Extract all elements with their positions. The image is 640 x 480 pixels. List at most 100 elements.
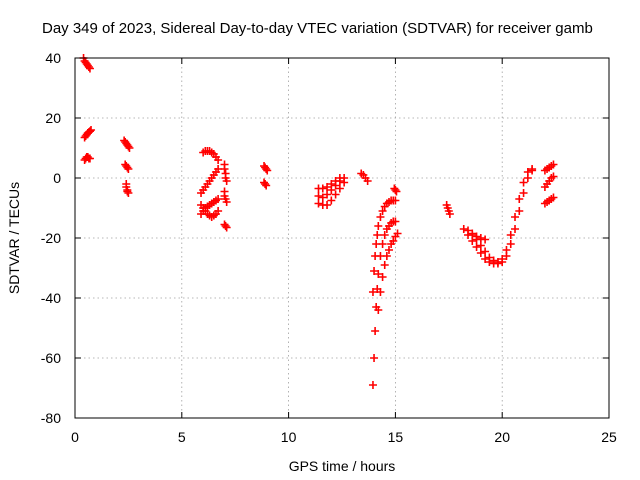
data-point [314,199,323,208]
data-point [481,235,490,244]
data-point [327,186,336,194]
data-point [327,196,336,205]
data-point [380,261,389,269]
data-point [476,241,485,250]
data-point [464,226,473,235]
data-point [85,127,94,136]
y-axis-tick-labels: -80 -60 -40 -20 0 20 40 [41,50,61,426]
data-point [498,255,507,263]
data-point [371,327,380,335]
data-point [511,225,520,233]
series-arc-6e [390,184,401,196]
data-point [323,201,332,209]
data-point [523,168,532,176]
data-point [335,184,344,193]
series-arc-7c [464,165,537,266]
data-point [123,187,132,196]
data-point [376,288,385,296]
axis-ticks [74,57,610,419]
data-point [363,177,372,185]
data-point [493,258,502,266]
data-point [519,189,528,197]
data-point [378,240,387,248]
data-point [549,160,558,169]
series-arc-1b [80,126,96,142]
data-point [391,186,400,194]
y-tick-label: 0 [53,170,61,186]
series-arc-5c [314,178,349,209]
data-point [378,273,387,281]
x-tick-label: 10 [281,429,297,445]
data-point [506,240,515,248]
data-point [335,177,344,185]
data-point [481,255,490,263]
data-point [318,193,327,202]
data-point [515,195,524,203]
data-point [485,253,494,262]
data-point [472,232,481,241]
data-point [391,196,400,205]
y-tick-label: -60 [41,350,61,366]
data-point [85,64,94,73]
x-tick-label: 25 [601,429,617,445]
data-point [445,210,454,218]
series-arc-3e [220,160,231,185]
series-arc-7b [459,166,537,268]
data-point [331,181,340,190]
data-point [370,354,379,362]
series-arc-6a [357,169,372,185]
data-point [261,180,270,188]
data-point [549,193,558,202]
series-arc-8a [540,160,558,175]
y-axis-label: SDTVAR / TECUs [6,182,22,294]
data-point [376,213,385,221]
series-arc-8c [540,193,558,208]
series-arc-8b [540,172,558,191]
data-point [221,222,230,230]
data-point [392,187,401,196]
data-point [214,207,223,215]
series-arc-6d [374,229,402,314]
data-point [393,229,402,238]
data-point [314,192,323,200]
x-axis-tick-labels: 0 5 10 15 20 25 [71,429,617,445]
data-point [340,178,349,187]
data-point [222,223,231,232]
data-point [515,207,524,215]
data-point [84,63,93,71]
data-point [124,165,133,173]
data-point [374,270,383,278]
y-tick-label: -80 [41,410,61,426]
data-point [378,207,387,215]
data-point [368,381,377,389]
series-arc-3a [199,147,223,164]
series-arc-3g [220,220,231,232]
data-point [222,198,231,206]
data-point [519,178,528,187]
series-arc-5b [314,174,349,202]
data-point [123,163,132,172]
data-point [262,165,271,173]
chart-title: Day 349 of 2023, Sidereal Day-to-day VTE… [42,20,593,37]
data-point [506,231,515,239]
series-arc-4b [260,178,271,190]
data-point [391,217,400,226]
data-point [318,184,327,193]
data-point [370,267,379,275]
series-arc-2a [120,136,134,152]
data-point [489,256,498,265]
data-point [502,246,511,254]
data-point [331,190,340,199]
data-point [472,243,481,251]
data-point [382,252,391,260]
data-point [374,222,383,230]
data-point [374,306,383,314]
x-tick-label: 15 [388,429,404,445]
y-tick-label: 20 [45,110,61,126]
x-tick-label: 20 [494,429,510,445]
series-arc-1a [79,54,94,73]
series-arc-2b [121,160,133,173]
data-point [549,172,558,181]
series-arc-3d [197,201,223,221]
